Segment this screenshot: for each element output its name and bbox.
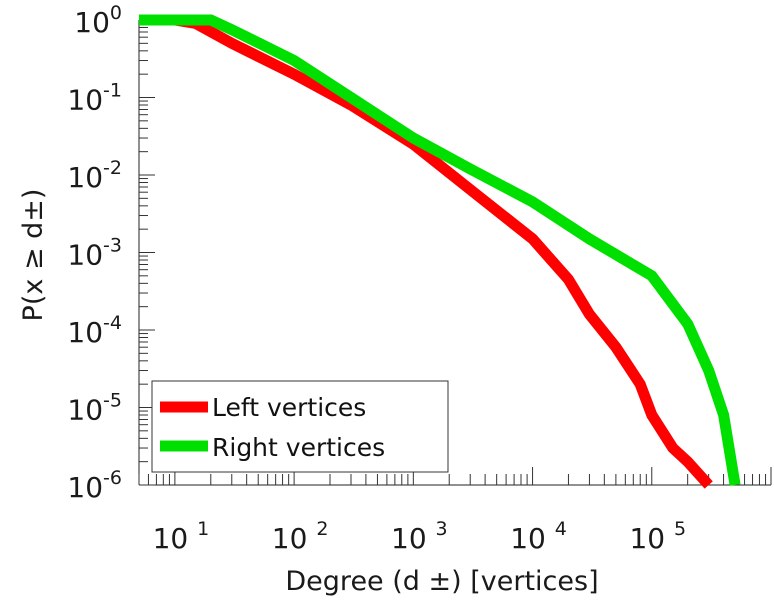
legend: Left vertices Right vertices: [151, 380, 449, 473]
y-axis-label: P(x ≥ d±): [18, 189, 49, 322]
x-tick-label: 10 1: [153, 518, 210, 555]
x-axis-label: Degree (d ±) [vertices]: [285, 566, 598, 597]
series-lines: [139, 14, 741, 489]
x-tick-label: 10 3: [391, 518, 448, 555]
x-tick-label: 10 4: [510, 518, 567, 555]
legend-box: [151, 380, 449, 473]
tick-labels: 100 10-1 10-2 10-3 10-4 10-5 10-6 10 1 10 2 10 3 1…: [67, 2, 686, 555]
legend-label-left: Left vertices: [212, 393, 366, 422]
y-tick-label: 10-4: [67, 312, 122, 349]
series-line-left: [139, 14, 713, 489]
y-tick-label: 100: [74, 2, 122, 39]
y-tick-label: 10-3: [67, 235, 122, 272]
legend-label-right: Right vertices: [212, 433, 385, 462]
y-tick-label: 10-5: [67, 390, 122, 427]
series-line-right: [139, 14, 741, 486]
y-tick-label: 10-6: [67, 467, 122, 504]
y-tick-label: 10-1: [67, 80, 122, 117]
x-tick-label: 10 5: [629, 518, 686, 555]
y-tick-label: 10-2: [67, 157, 122, 194]
ticks: [138, 19, 772, 486]
x-tick-label: 10 2: [272, 518, 329, 555]
